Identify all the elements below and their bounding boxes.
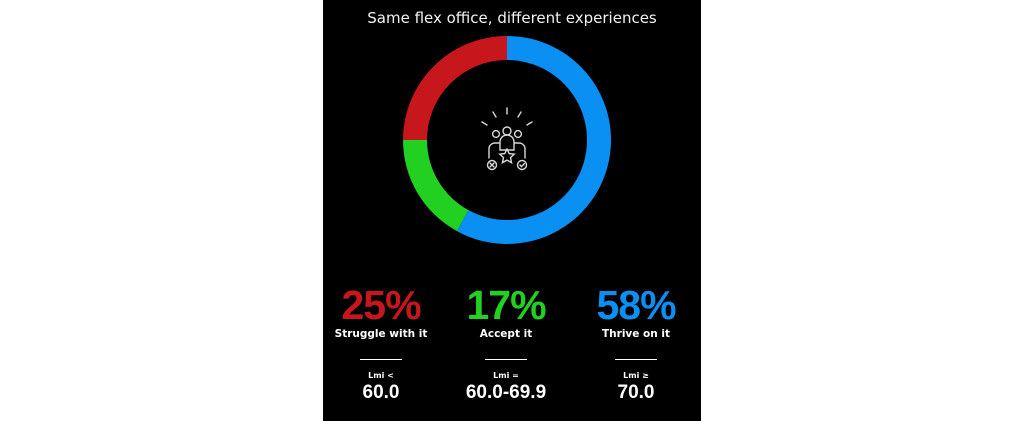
stat-label: Accept it	[479, 328, 533, 340]
stat-label: Struggle with it	[334, 328, 428, 340]
divider	[360, 359, 402, 360]
stat-percent: 25%	[341, 282, 421, 328]
stat-label: Thrive on it	[602, 328, 670, 340]
lmi-label: Lmi =	[493, 371, 519, 380]
stat-percent: 58%	[596, 282, 676, 328]
chart-panel: Same flex office, different experiences …	[323, 0, 701, 421]
donut-chart	[403, 36, 611, 244]
donut-slice-struggle-with-it	[403, 36, 507, 140]
group-rating-icon	[481, 107, 533, 171]
stat-struggle: 25% Struggle with it Lmi < 60.0	[323, 282, 446, 404]
stat-accept: 17% Accept it Lmi = 60.0-69.9	[441, 282, 571, 404]
divider	[485, 359, 527, 360]
stat-thrive: 58% Thrive on it Lmi ≥ 70.0	[571, 282, 701, 404]
stat-percent: 17%	[466, 282, 546, 328]
lmi-value: 60.0-69.9	[465, 382, 547, 403]
divider	[615, 359, 657, 360]
donut-slice-accept-it	[403, 140, 469, 232]
lmi-label: Lmi ≥	[623, 371, 649, 380]
lmi-value: 60.0	[362, 382, 400, 403]
donut-slice-thrive-on-it	[456, 36, 611, 244]
lmi-label: Lmi <	[368, 371, 394, 380]
chart-title: Same flex office, different experiences	[367, 9, 657, 27]
lmi-value: 70.0	[617, 382, 655, 403]
